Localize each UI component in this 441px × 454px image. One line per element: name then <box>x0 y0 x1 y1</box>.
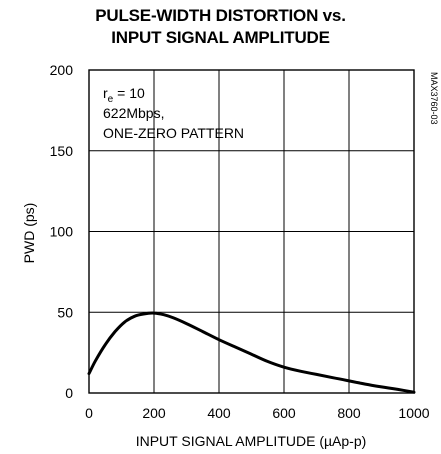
annotation-pattern: ONE-ZERO PATTERN <box>103 125 244 141</box>
x-tick-label: 1000 <box>398 405 429 421</box>
part-code: MAX3760-03 <box>429 72 439 125</box>
x-tick-label: 800 <box>337 405 361 421</box>
y-tick-label: 100 <box>50 224 74 240</box>
x-axis-label: INPUT SIGNAL AMPLITUDE (µAp-p) <box>136 433 367 449</box>
x-tick-label: 600 <box>272 405 296 421</box>
x-tick-label: 400 <box>207 405 231 421</box>
y-tick-label: 200 <box>50 62 74 78</box>
x-tick-label: 200 <box>142 405 166 421</box>
y-axis-label: PWD (ps) <box>21 203 37 264</box>
y-tick-label: 0 <box>65 385 73 401</box>
y-tick-label: 50 <box>57 304 73 320</box>
chart-title-line2: INPUT SIGNAL AMPLITUDE <box>111 28 330 47</box>
x-tick-label: 0 <box>85 405 93 421</box>
chart-title-line1: PULSE-WIDTH DISTORTION vs. <box>95 6 346 25</box>
series-line <box>87 311 416 394</box>
annotation-rate: 622Mbps, <box>103 105 164 121</box>
annotation-re: re = 10 <box>103 85 145 105</box>
tick-labels: 0 200 400 600 800 1000 0 50 100 150 200 <box>50 62 430 421</box>
y-tick-label: 150 <box>50 143 74 159</box>
